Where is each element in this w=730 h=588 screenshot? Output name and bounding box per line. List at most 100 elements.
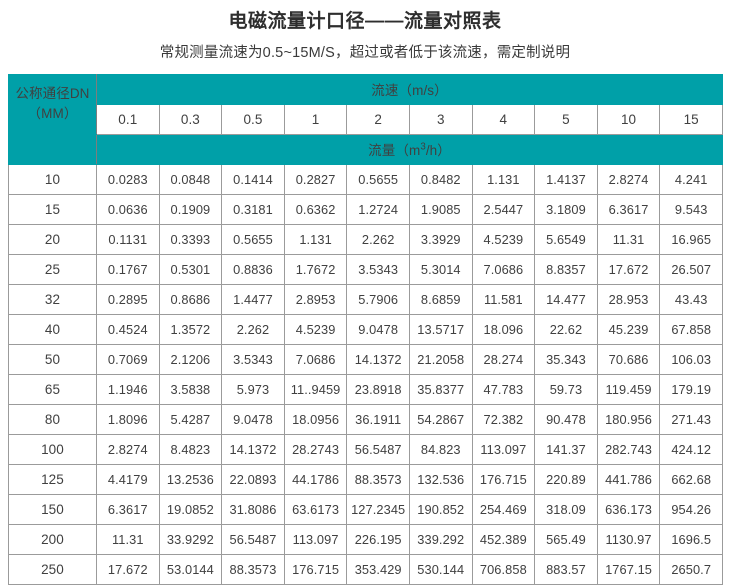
cell-flow-rate: 0.0636 — [96, 193, 160, 225]
cell-flow-rate: 0.1909 — [158, 193, 223, 225]
cell-flow-rate: 1.2724 — [346, 193, 410, 225]
cell-flow-rate: 31.8086 — [221, 493, 285, 525]
cell-flow-rate: 1.9085 — [408, 193, 473, 225]
cell-flow-rate: 220.89 — [534, 463, 598, 495]
cell-flow-rate: 0.5655 — [346, 163, 410, 195]
cell-flow-rate: 28.953 — [596, 283, 661, 315]
header-tick-5: 3 — [408, 103, 473, 135]
cell-flow-rate: 22.0893 — [221, 463, 285, 495]
cell-flow-rate: 6.3617 — [596, 193, 661, 225]
flow-comparison-table: 公称通径DN （MM） 流速（m/s） 0.1 0.3 0.5 1 2 3 4 … — [8, 73, 724, 585]
cell-flow-rate: 22.62 — [534, 313, 598, 345]
header-dn-label-line1: 公称通径DN — [15, 85, 90, 101]
cell-flow-rate: 5.7906 — [346, 283, 410, 315]
cell-flow-rate: 0.8836 — [221, 253, 285, 285]
cell-nominal-diameter: 150 — [8, 493, 97, 525]
cell-flow-rate: 28.2743 — [283, 433, 348, 465]
cell-nominal-diameter: 40 — [8, 313, 97, 345]
cell-flow-rate: 13.2536 — [158, 463, 223, 495]
cell-nominal-diameter: 20 — [8, 223, 97, 255]
cell-flow-rate: 1767.15 — [596, 553, 661, 585]
cell-flow-rate: 23.8918 — [346, 373, 410, 405]
cell-flow-rate: 3.5343 — [221, 343, 285, 375]
cell-flow-rate: 2.262 — [346, 223, 410, 255]
header-tick-8: 10 — [596, 103, 661, 135]
table-row: 65 1.1946 3.5838 5.973 11..9459 23.8918 35.837… — [8, 373, 724, 405]
cell-flow-rate: 2.5447 — [471, 193, 536, 225]
header-tick-1: 0.3 — [158, 103, 223, 135]
cell-flow-rate: 2650.7 — [659, 553, 724, 585]
header-cell-flow-rate-band: 流量（m3/h） — [95, 133, 724, 165]
cell-flow-rate: 318.09 — [534, 493, 598, 525]
cell-flow-rate: 14.477 — [534, 283, 598, 315]
header-row-speed-ticks: 0.1 0.3 0.5 1 2 3 4 5 10 15 — [9, 103, 724, 135]
header-tick-0: 0.1 — [96, 103, 160, 135]
cell-flow-rate: 19.0852 — [158, 493, 223, 525]
cell-flow-rate: 113.097 — [471, 433, 536, 465]
cell-flow-rate: 530.144 — [408, 553, 473, 585]
header-tick-4: 2 — [346, 103, 410, 135]
cell-flow-rate: 1130.97 — [596, 523, 661, 555]
page-subtitle: 常规测量流速为0.5~15M/S，超过或者低于该流速，需定制说明 — [159, 44, 571, 61]
cell-flow-rate: 9.543 — [659, 193, 724, 225]
table-head: 公称通径DN （MM） 流速（m/s） 0.1 0.3 0.5 1 2 3 4 … — [8, 73, 724, 165]
cell-flow-rate: 7.0686 — [283, 343, 348, 375]
cell-flow-rate: 90.478 — [534, 403, 598, 435]
cell-flow-rate: 1.131 — [471, 163, 536, 195]
cell-nominal-diameter: 125 — [8, 463, 97, 495]
cell-flow-rate: 43.43 — [659, 283, 724, 315]
table-row: 50 0.7069 2.1206 3.5343 7.0686 14.1372 21.2058… — [8, 343, 724, 375]
cell-flow-rate: 353.429 — [346, 553, 410, 585]
cell-flow-rate: 4.4179 — [96, 463, 160, 495]
cell-flow-rate: 113.097 — [283, 523, 348, 555]
cell-flow-rate: 3.1809 — [534, 193, 598, 225]
header-dn-label-line2: （MM） — [27, 106, 78, 122]
table-row: 125 4.4179 13.2536 22.0893 44.1786 88.3573 132… — [8, 463, 724, 495]
cell-flow-rate: 176.715 — [283, 553, 348, 585]
cell-flow-rate: 16.965 — [659, 223, 724, 255]
cell-flow-rate: 1.1946 — [96, 373, 160, 405]
cell-flow-rate: 72.382 — [471, 403, 536, 435]
cell-flow-rate: 47.783 — [471, 373, 536, 405]
cell-flow-rate: 0.8482 — [408, 163, 473, 195]
cell-flow-rate: 8.8357 — [534, 253, 598, 285]
cell-flow-rate: 88.3573 — [221, 553, 285, 585]
cell-flow-rate: 13.5717 — [408, 313, 473, 345]
cell-flow-rate: 271.43 — [659, 403, 724, 435]
cell-flow-rate: 4.241 — [659, 163, 724, 195]
cell-flow-rate: 44.1786 — [283, 463, 348, 495]
cell-flow-rate: 883.57 — [534, 553, 598, 585]
cell-flow-rate: 9.0478 — [346, 313, 410, 345]
cell-flow-rate: 0.1767 — [96, 253, 160, 285]
cell-flow-rate: 35.8377 — [408, 373, 473, 405]
cell-flow-rate: 11.31 — [96, 523, 160, 555]
table-row: 150 6.3617 19.0852 31.8086 63.6173 127.2345 19… — [8, 493, 724, 525]
cell-flow-rate: 0.1414 — [221, 163, 285, 195]
cell-flow-rate: 84.823 — [408, 433, 473, 465]
header-tick-6: 4 — [471, 103, 536, 135]
header-tick-2: 0.5 — [221, 103, 285, 135]
cell-flow-rate: 11.581 — [471, 283, 536, 315]
cell-flow-rate: 54.2867 — [408, 403, 473, 435]
cell-nominal-diameter: 80 — [8, 403, 97, 435]
cell-flow-rate: 11..9459 — [283, 373, 348, 405]
header-row-speed-band: 公称通径DN （MM） 流速（m/s） — [8, 73, 724, 135]
cell-flow-rate: 141.37 — [534, 433, 598, 465]
cell-flow-rate: 565.49 — [534, 523, 598, 555]
cell-flow-rate: 17.672 — [96, 553, 160, 585]
cell-flow-rate: 441.786 — [596, 463, 661, 495]
cell-flow-rate: 0.7069 — [96, 343, 160, 375]
cell-flow-rate: 1.4137 — [534, 163, 598, 195]
cell-flow-rate: 18.096 — [471, 313, 536, 345]
table-row: 80 1.8096 5.4287 9.0478 18.0956 36.1911 54.286… — [8, 403, 724, 435]
cell-flow-rate: 59.73 — [534, 373, 598, 405]
flow-rate-label-exponent: 3 — [420, 141, 426, 153]
cell-flow-rate: 1.4477 — [221, 283, 285, 315]
cell-flow-rate: 36.1911 — [346, 403, 410, 435]
cell-flow-rate: 4.5239 — [471, 223, 536, 255]
cell-flow-rate: 452.389 — [471, 523, 536, 555]
table-row: 32 0.2895 0.8686 1.4477 2.8953 5.7906 8.6859 11… — [8, 283, 724, 315]
cell-flow-rate: 35.343 — [534, 343, 598, 375]
cell-flow-rate: 0.2895 — [96, 283, 160, 315]
